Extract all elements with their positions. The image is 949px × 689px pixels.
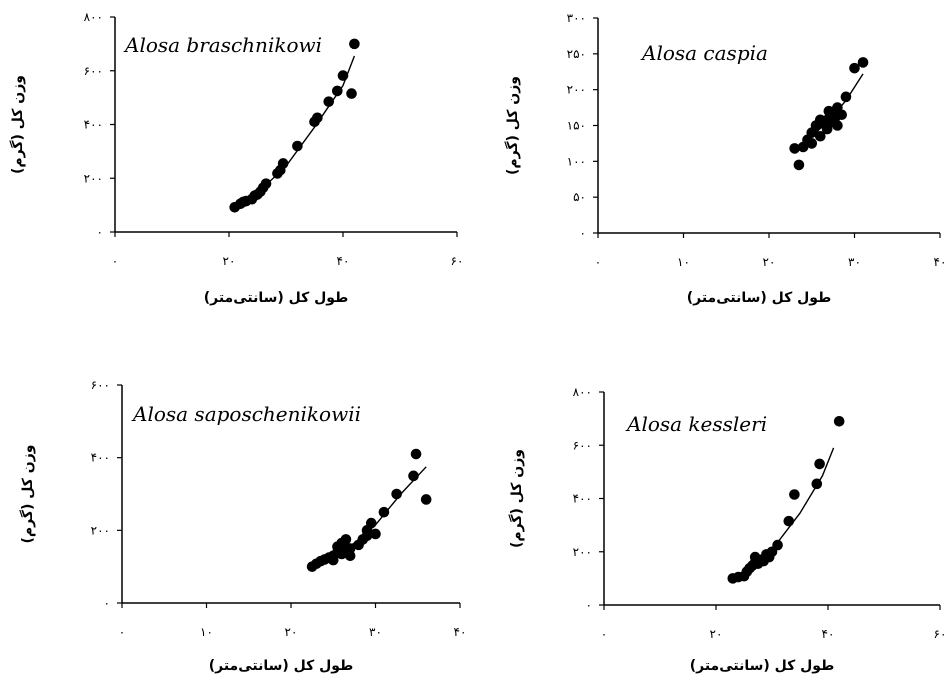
data-point <box>346 88 357 99</box>
x-axis-label: طول کل (سانتی‌متر) <box>687 290 832 306</box>
data-point <box>312 112 323 124</box>
data-point <box>420 494 432 505</box>
data-point <box>849 62 860 74</box>
x-tick-label: ۶۰ <box>934 627 947 641</box>
data-point <box>783 515 795 527</box>
x-tick-label: ۳۰ <box>369 625 382 639</box>
y-axis-label: وزن کل (گرم) <box>19 444 36 543</box>
data-point <box>277 158 289 169</box>
data-point <box>292 140 303 152</box>
data-point <box>772 539 783 551</box>
x-tick-label: ۰ <box>119 625 125 639</box>
fit-curve <box>234 55 356 209</box>
y-tick-label: ۲۰۰ <box>91 523 110 537</box>
y-tick-label: ۰ <box>586 598 592 612</box>
x-tick-label: ۲۰ <box>763 255 776 269</box>
y-tick-label: ۰ <box>104 596 110 610</box>
y-tick-label: ۲۵۰ <box>567 47 586 61</box>
data-point <box>814 458 825 470</box>
x-tick-label: ۲۰ <box>223 254 236 268</box>
y-tick-label: ۴۰۰ <box>91 451 110 465</box>
y-tick-label: ۱۵۰ <box>567 119 586 133</box>
y-tick-label: ۱۰۰ <box>567 154 586 168</box>
x-tick-label: ۴۰ <box>822 627 835 641</box>
x-tick-label: ۱۰ <box>677 255 690 269</box>
x-tick-label: ۰ <box>112 254 118 268</box>
y-tick-label: ۴۰۰ <box>573 492 592 506</box>
data-point <box>327 554 339 566</box>
scatter-panel-1: ۰ ۲۰۰ ۴۰۰ ۶۰۰ ۸۰۰ ۰ ۲۰ ۴۰ ۶۰ Alosa braschnikowi طو… <box>9 10 463 306</box>
scatter-panel-3: ۰ ۲۰۰ ۴۰۰ ۶۰۰ ۰ ۱۰ ۲۰ ۳۰ ۴۰ Alosa saposchenikowii… <box>19 378 466 674</box>
data-point <box>833 415 845 427</box>
data-point <box>793 159 805 171</box>
x-tick-label: ۲۰ <box>710 627 723 641</box>
y-axis-label: وزن کل (گرم) <box>9 75 26 174</box>
y-tick-label: ۸۰۰ <box>573 385 592 399</box>
data-point <box>344 550 356 562</box>
y-tick-label: ۸۰۰ <box>84 10 103 24</box>
data-point <box>337 70 349 81</box>
y-tick-label: ۰ <box>580 226 586 240</box>
x-tick-label: ۲۰ <box>285 625 298 639</box>
x-tick-label: ۴۰ <box>454 625 467 639</box>
data-point <box>815 130 826 142</box>
scatter-panel-2: ۰ ۵۰ ۱۰۰ ۱۵۰ ۲۰۰ ۲۵۰ ۳۰۰ ۰ ۱۰ ۲۰ ۳۰ ۴۰ Alosa caspia ط… <box>504 11 946 306</box>
x-axis-label: طول کل (سانتی‌متر) <box>209 658 354 674</box>
y-tick-label: ۴۰۰ <box>84 118 103 132</box>
data-point <box>832 120 843 131</box>
data-point <box>821 123 833 135</box>
y-tick-label: ۰ <box>97 225 103 239</box>
data-point <box>830 111 841 123</box>
x-axis-label: طول کل (سانتی‌متر) <box>690 658 835 674</box>
y-tick-label: ۲۰۰ <box>573 545 592 559</box>
y-tick-label: ۵۰ <box>573 190 586 204</box>
data-point <box>410 448 422 460</box>
y-axis-label: وزن کل (گرم) <box>508 449 525 548</box>
x-tick-label: ۱۰ <box>200 625 213 639</box>
scatter-panel-4: ۰ ۲۰۰ ۴۰۰ ۶۰۰ ۸۰۰ ۰ ۲۰ ۴۰ ۶۰ Alosa kessleri طول کل… <box>508 385 946 674</box>
chart-title: Alosa caspia <box>640 41 768 65</box>
data-point <box>340 534 352 545</box>
data-point <box>260 178 272 189</box>
x-axis-label: طول کل (سانتی‌متر) <box>204 290 349 306</box>
y-tick-label: ۶۰۰ <box>573 438 592 452</box>
data-point <box>857 57 869 68</box>
data-point <box>840 91 852 103</box>
data-point <box>391 488 402 500</box>
y-tick-label: ۶۰۰ <box>84 64 103 78</box>
y-tick-label: ۲۰۰ <box>84 171 103 185</box>
y-tick-label: ۳۰۰ <box>567 11 586 25</box>
data-point <box>361 530 373 542</box>
y-tick-label: ۶۰۰ <box>91 378 110 392</box>
x-tick-label: ۰ <box>601 627 607 641</box>
data-point <box>332 85 343 97</box>
x-tick-label: ۴۰ <box>337 254 350 268</box>
chart-title: Alosa kessleri <box>625 412 767 436</box>
data-point <box>370 528 381 540</box>
y-tick-label: ۲۰۰ <box>567 83 586 97</box>
data-point <box>365 517 377 529</box>
data-point <box>344 543 356 554</box>
data-point <box>789 489 800 500</box>
x-tick-label: ۰ <box>595 255 601 269</box>
x-tick-label: ۴۰ <box>934 255 947 269</box>
data-point <box>789 143 800 154</box>
data-point <box>811 478 823 490</box>
data-point <box>323 96 335 107</box>
x-tick-label: ۳۰ <box>848 255 861 269</box>
chart-title: Alosa saposchenikowii <box>131 402 361 426</box>
x-tick-label: ۶۰ <box>451 254 464 268</box>
data-point <box>378 506 390 518</box>
data-point <box>349 38 360 50</box>
chart-title: Alosa braschnikowi <box>123 33 322 57</box>
y-axis-label: وزن کل (گرم) <box>504 76 521 175</box>
data-point <box>408 470 419 482</box>
data-point <box>806 138 818 149</box>
